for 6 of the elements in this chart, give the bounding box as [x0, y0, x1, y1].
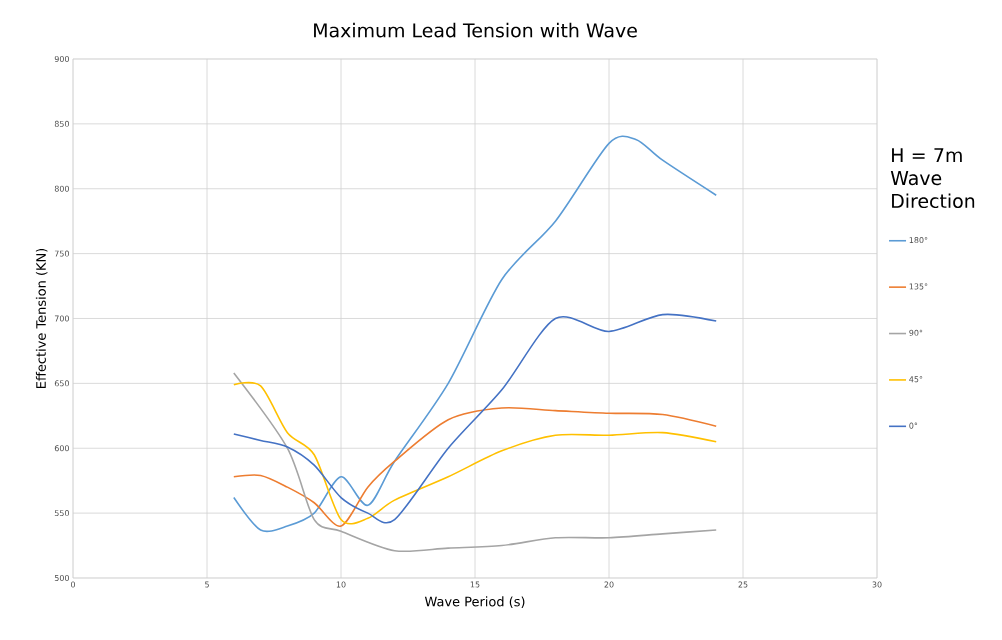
line-series [233, 406, 718, 527]
y-axis-title: Effective Tension (KN) [35, 248, 48, 388]
legend-title: H = 7m Wave Direction [890, 148, 975, 209]
line-series [233, 372, 718, 553]
chart-title: Maximum Lead Tension with Wave [314, 22, 637, 38]
x-axis-title: Wave Period (s) [424, 596, 525, 608]
